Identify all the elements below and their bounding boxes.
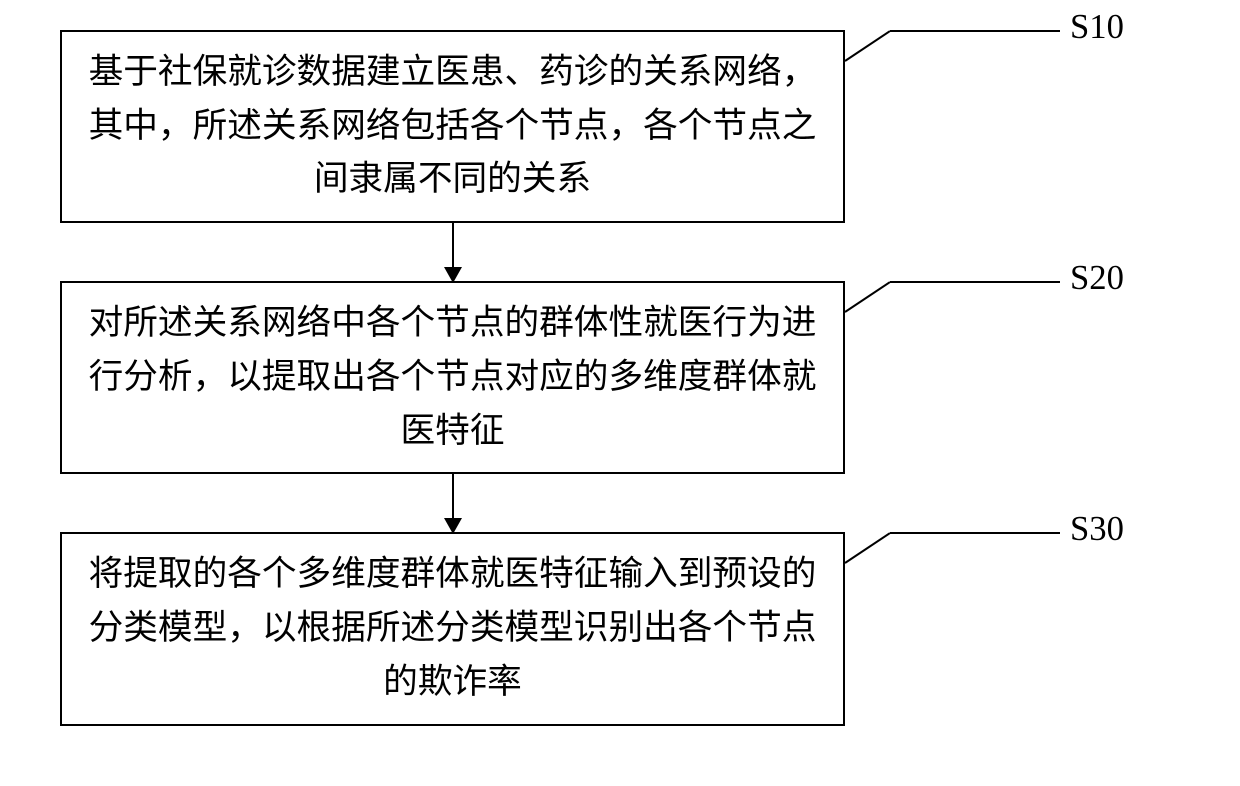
flow-node-row: 将提取的各个多维度群体就医特征输入到预设的分类模型，以根据所述分类模型识别出各个… bbox=[60, 532, 1180, 725]
flow-node-row: 对所述关系网络中各个节点的群体性就医行为进行分析，以提取出各个节点对应的多维度群… bbox=[60, 281, 1180, 474]
connector-diagonal bbox=[844, 281, 890, 313]
connector-horizontal bbox=[890, 532, 1060, 534]
flow-arrow bbox=[60, 474, 845, 532]
flow-label-wrap: S10 bbox=[885, 30, 1145, 90]
flow-node-n1: 基于社保就诊数据建立医患、药诊的关系网络，其中，所述关系网络包括各个节点，各个节… bbox=[60, 30, 845, 223]
connector-diagonal bbox=[844, 30, 890, 62]
connector-horizontal bbox=[890, 30, 1060, 32]
connector-horizontal bbox=[890, 281, 1060, 283]
flow-label-n1: S10 bbox=[1070, 8, 1124, 47]
connector-diagonal bbox=[844, 533, 890, 565]
flow-node-n2: 对所述关系网络中各个节点的群体性就医行为进行分析，以提取出各个节点对应的多维度群… bbox=[60, 281, 845, 474]
flowchart-container: 基于社保就诊数据建立医患、药诊的关系网络，其中，所述关系网络包括各个节点，各个节… bbox=[60, 30, 1180, 726]
flow-label-wrap: S30 bbox=[885, 532, 1145, 592]
flow-node-n3: 将提取的各个多维度群体就医特征输入到预设的分类模型，以根据所述分类模型识别出各个… bbox=[60, 532, 845, 725]
flow-label-n2: S20 bbox=[1070, 259, 1124, 298]
flow-arrow bbox=[60, 223, 845, 281]
flow-label-n3: S30 bbox=[1070, 510, 1124, 549]
flow-label-wrap: S20 bbox=[885, 281, 1145, 341]
flow-node-row: 基于社保就诊数据建立医患、药诊的关系网络，其中，所述关系网络包括各个节点，各个节… bbox=[60, 30, 1180, 223]
